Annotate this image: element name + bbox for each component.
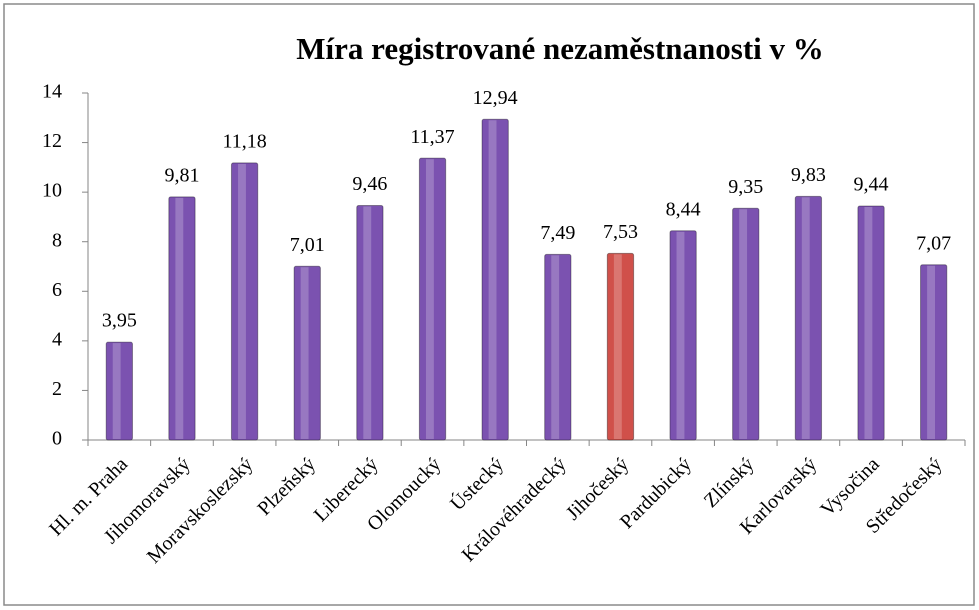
bar (356, 205, 384, 441)
y-tick-label: 2 (52, 378, 62, 400)
bar-highlight (425, 159, 434, 439)
bar (794, 195, 823, 441)
bar-highlight (801, 197, 810, 439)
bar (606, 252, 635, 441)
y-tick-label: 4 (52, 328, 62, 350)
bar (105, 341, 133, 441)
data-label: 7,07 (916, 232, 951, 254)
data-label: 9,46 (352, 173, 387, 195)
bar-highlight (676, 231, 685, 439)
data-label: 7,53 (603, 221, 638, 243)
bar (168, 196, 196, 441)
bar-highlight (112, 343, 121, 439)
bar (920, 264, 948, 441)
bar-highlight (488, 120, 497, 439)
data-label: 8,44 (666, 198, 701, 220)
chart-title: Míra registrované nezaměstnanosti v % (296, 31, 824, 66)
y-tick-label: 12 (42, 130, 62, 152)
data-label: 11,18 (222, 130, 266, 152)
bar (544, 253, 572, 441)
bar (230, 162, 259, 441)
bar-highlight (739, 209, 748, 439)
data-label: 9,44 (854, 174, 889, 196)
bar-highlight (613, 254, 622, 439)
y-tick-label: 10 (42, 180, 62, 202)
bar-highlight (175, 197, 184, 439)
bar-highlight (551, 255, 560, 439)
bar-highlight (864, 207, 873, 439)
bar (669, 230, 697, 441)
bar (857, 205, 885, 441)
bar-highlight (927, 265, 935, 439)
y-tick-label: 14 (42, 81, 62, 103)
y-tick-label: 0 (52, 428, 62, 450)
data-label: 3,95 (102, 310, 137, 332)
bar-highlight (300, 267, 309, 439)
data-label: 7,49 (540, 222, 575, 244)
bar (732, 207, 760, 441)
data-label: 9,83 (791, 164, 826, 186)
bar (418, 157, 447, 441)
data-label: 11,37 (410, 126, 454, 148)
data-label: 9,81 (164, 164, 199, 186)
data-label: 7,01 (290, 234, 325, 256)
bar-highlight (363, 206, 372, 439)
y-tick-label: 8 (52, 229, 62, 251)
bar-highlight (238, 163, 246, 439)
bar (481, 118, 509, 441)
bar (293, 265, 321, 441)
data-label: 12,94 (473, 87, 518, 109)
data-label: 9,35 (728, 176, 763, 198)
y-tick-label: 6 (52, 279, 62, 301)
